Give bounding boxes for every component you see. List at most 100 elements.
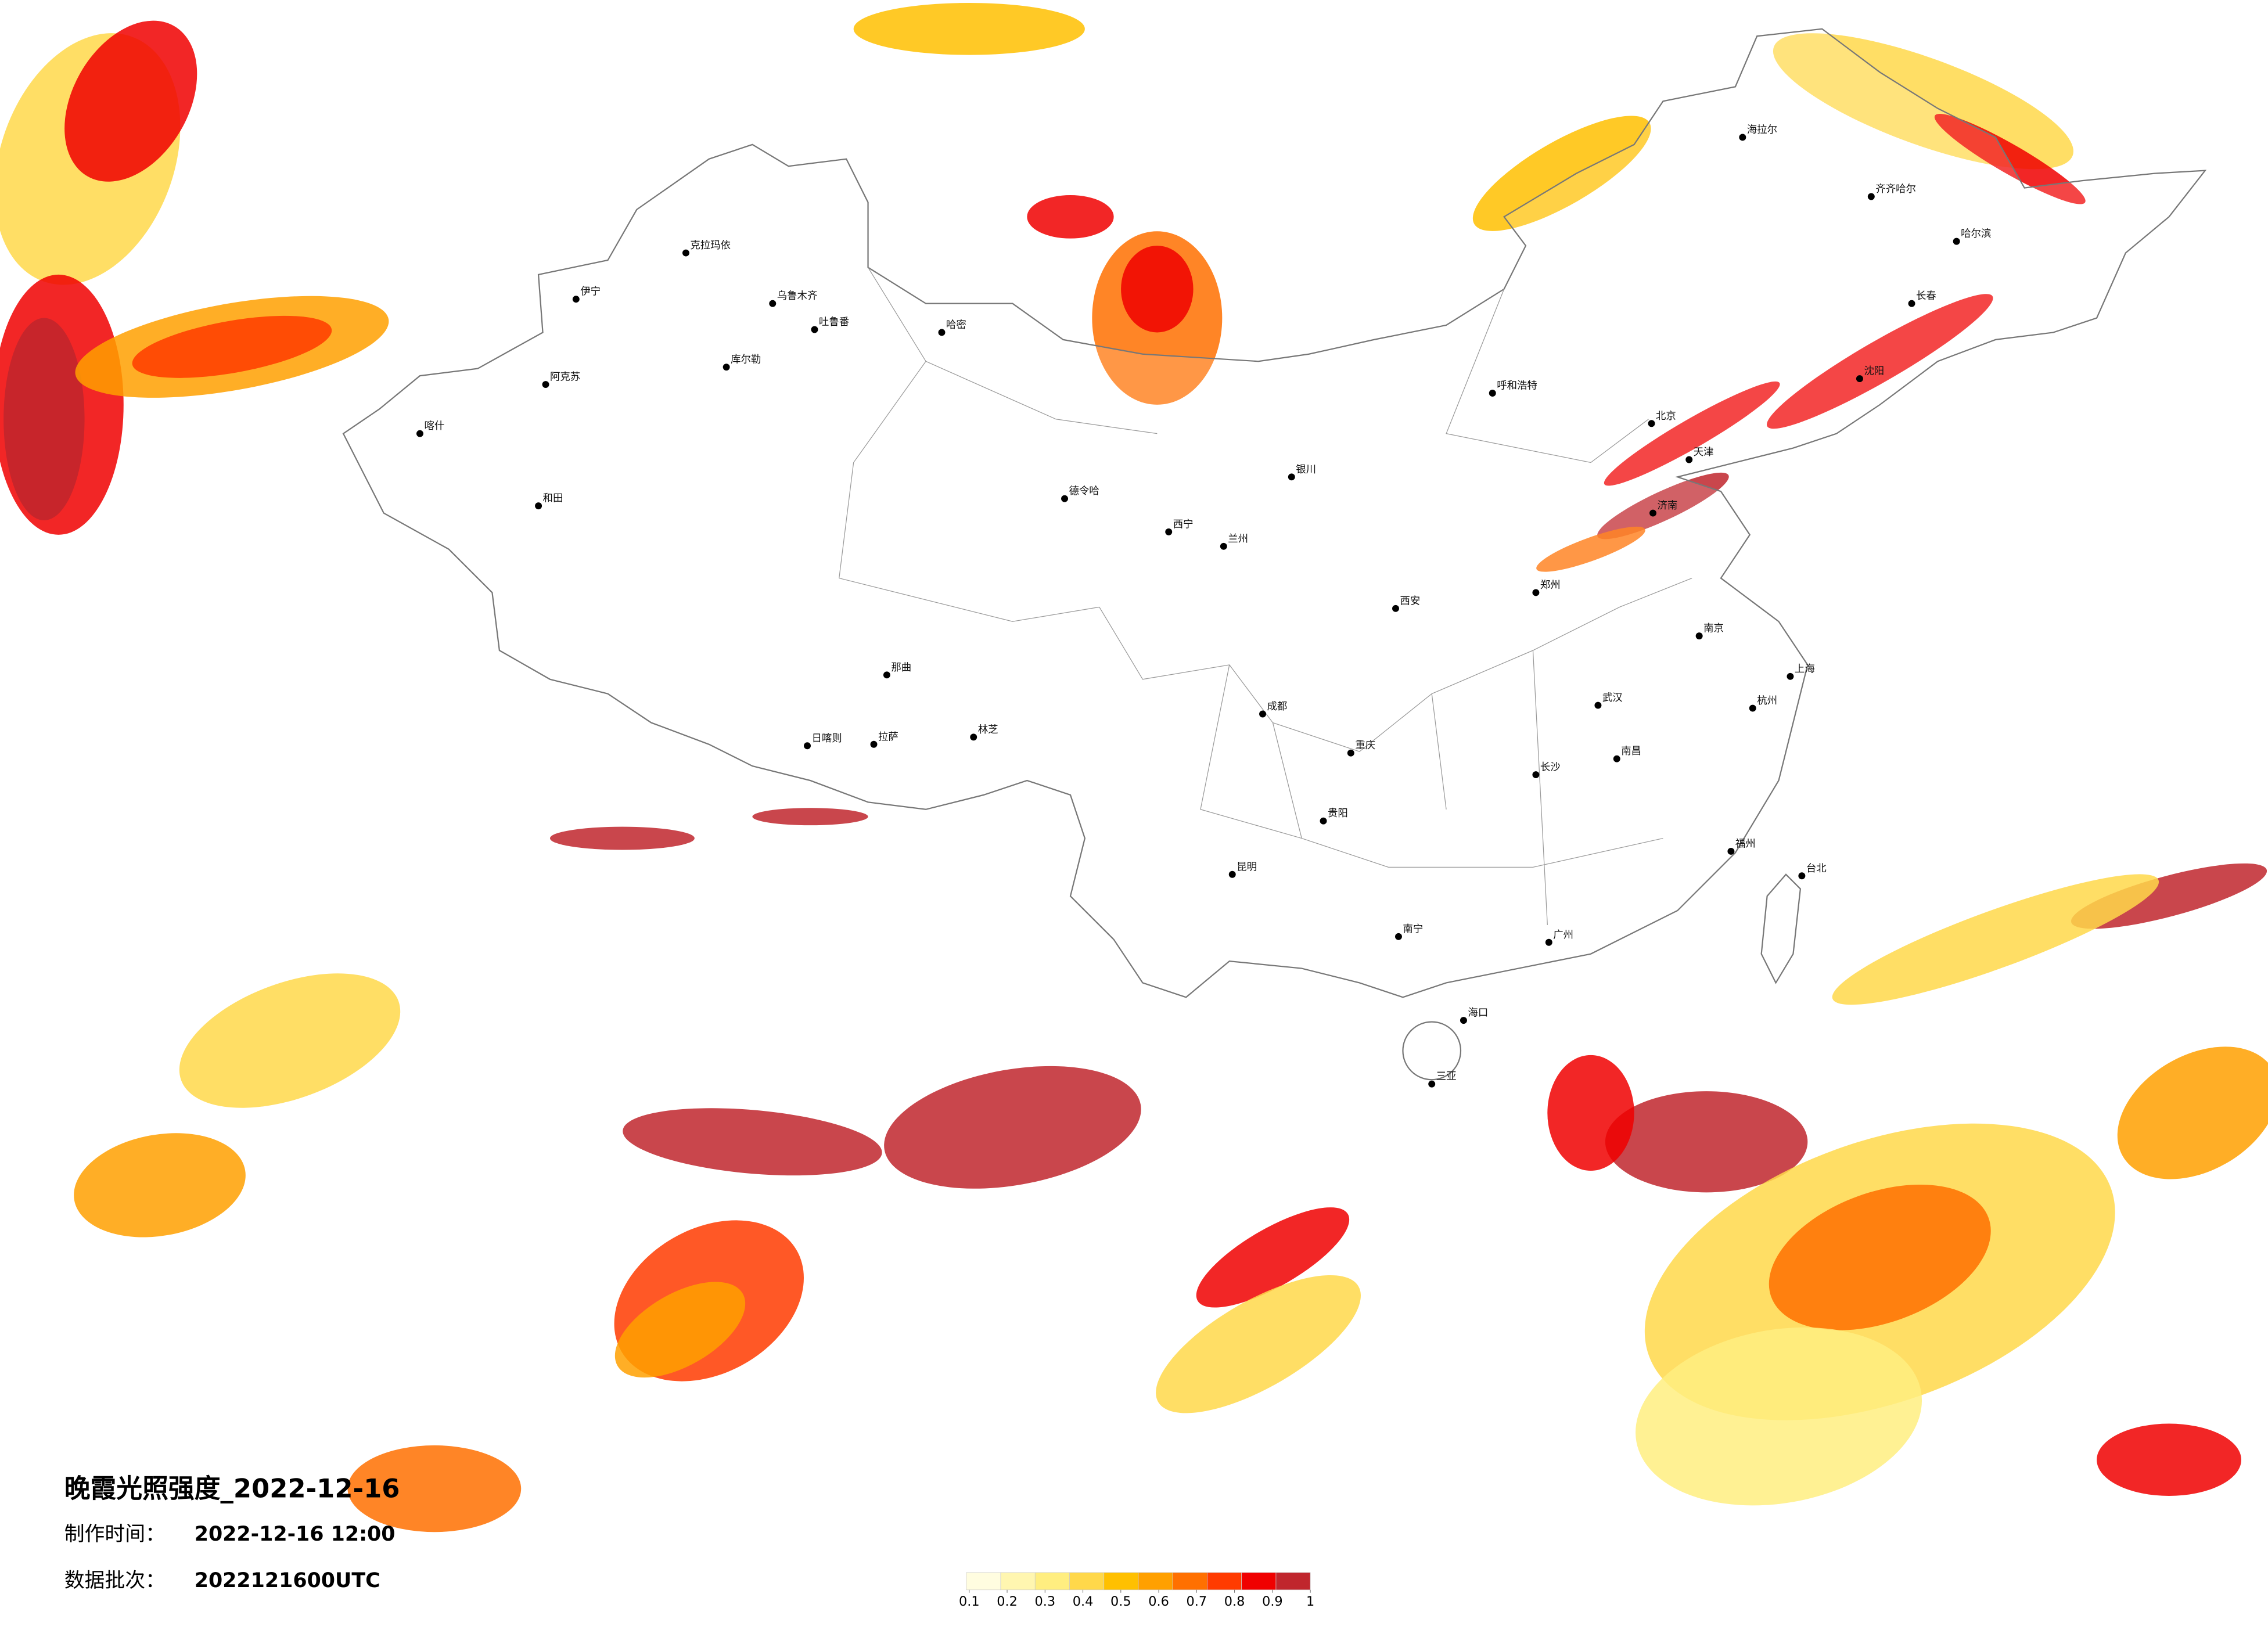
city-dot (1953, 238, 1960, 245)
city-label: 海拉尔 (1747, 124, 1777, 136)
city-dot (1428, 1080, 1436, 1088)
taiwan-outline (1760, 873, 1802, 984)
glow-patch (64, 20, 197, 182)
city-label: 贵阳 (1328, 808, 1348, 819)
city-label: 济南 (1657, 500, 1677, 512)
city-label: 南京 (1703, 623, 1724, 635)
city-label: 库尔勒 (731, 354, 761, 366)
colorbar-bin (1172, 1572, 1207, 1591)
colorbar-tick-label: 0.2 (997, 1594, 1018, 1609)
colorbar-tick-label: 0.5 (1110, 1594, 1131, 1609)
city-label: 拉萨 (878, 731, 898, 743)
city-label: 昆明 (1237, 861, 1257, 873)
glow-patch (179, 973, 401, 1108)
colorbar-tick-label: 0.7 (1187, 1594, 1207, 1609)
city-label: 克拉玛依 (690, 240, 731, 251)
colorbar-bin (1207, 1572, 1242, 1591)
city-dot (1685, 456, 1693, 463)
production-time-label: 制作时间： (64, 1523, 166, 1546)
map-title: 晚霞光照强度_2022-12-16 (64, 1473, 400, 1503)
city-label: 哈尔滨 (1961, 228, 1991, 240)
glow-patch (1832, 874, 2159, 1005)
colorbar-bin (1104, 1572, 1139, 1591)
city-dot (1259, 710, 1266, 718)
colorbar-tick-label: 0.6 (1148, 1594, 1169, 1609)
glow-patch (1472, 116, 1651, 231)
city-label: 海口 (1468, 1008, 1488, 1019)
production-time-value: 2022-12-16 12:00 (195, 1523, 396, 1546)
glow-patch (1934, 114, 2086, 204)
glow-patch (1156, 1275, 1361, 1413)
colorbar-bin (1000, 1572, 1036, 1591)
glow-patch (614, 1282, 746, 1378)
glow-patch (1769, 1184, 1991, 1330)
city-dot (1489, 390, 1496, 397)
city-dot (1727, 847, 1735, 855)
province-borders (839, 267, 1692, 925)
city-dot (542, 381, 549, 388)
city-dot (938, 329, 946, 336)
city-dot (1288, 473, 1295, 481)
city-dot (1394, 933, 1402, 940)
hainan-outline (1402, 1021, 1462, 1081)
colorbar-tick-label: 0.9 (1262, 1594, 1283, 1609)
city-label: 广州 (1553, 929, 1573, 941)
glow-patch (853, 2, 1085, 55)
city-dot (970, 733, 977, 741)
city-label: 三亚 (1436, 1071, 1457, 1082)
city-label: 上海 (1795, 663, 1815, 675)
city-dot (1220, 542, 1227, 550)
glow-patch (1027, 195, 1114, 239)
colorbar-bin (1138, 1572, 1173, 1591)
colorbar-bin (1275, 1572, 1311, 1591)
city-dot (1532, 771, 1540, 779)
colorbar: 0.1 0.2 0.3 0.4 0.5 0.6 0.7 0.8 0.9 1 (959, 1572, 1314, 1609)
colorbar-tick-label: 0.1 (959, 1594, 980, 1609)
glow-patch (1536, 526, 1645, 572)
glow-patch (623, 1108, 882, 1176)
glow-patch (1766, 294, 1993, 429)
city-label: 德令哈 (1069, 485, 1099, 497)
city-label: 那曲 (891, 662, 911, 674)
city-dot (1695, 632, 1703, 640)
city-dot (1867, 193, 1875, 200)
glow-patch (1773, 33, 2073, 170)
glow-patch (1121, 246, 1194, 333)
glow-patch (1605, 1091, 1808, 1193)
city-label: 长春 (1916, 290, 1936, 302)
glow-patch (347, 1445, 522, 1533)
colorbar-bin (1241, 1572, 1277, 1591)
city-label: 南昌 (1621, 746, 1641, 757)
colorbar-bin (1034, 1572, 1070, 1591)
glow-patch (1547, 1055, 1634, 1171)
data-batch-value: 2022121600UTC (195, 1569, 380, 1592)
city-dot (1532, 589, 1540, 596)
city-label: 乌鲁木齐 (777, 290, 818, 302)
city-dot (1320, 817, 1327, 825)
colorbar-tick-label: 0.3 (1034, 1594, 1055, 1609)
city-label: 齐齐哈尔 (1875, 184, 1916, 195)
city-label: 武汉 (1602, 692, 1623, 704)
city-dot (1749, 704, 1756, 712)
city-dot (1545, 938, 1552, 946)
glow-patch (1604, 381, 1780, 486)
city-label: 沈阳 (1864, 366, 1884, 377)
city-dot (811, 326, 818, 333)
city-label: 西安 (1400, 595, 1420, 607)
colorbar-bin (966, 1572, 1001, 1591)
glow-patch (1636, 1327, 1922, 1506)
city-dot (723, 364, 730, 371)
city-label: 银川 (1296, 464, 1316, 476)
city-dot (804, 742, 811, 750)
city-dot (1798, 872, 1806, 880)
city-dot (883, 671, 890, 679)
city-dot (1856, 375, 1863, 383)
glow-patch (74, 1133, 246, 1238)
glow-patch (132, 315, 332, 378)
city-dot (1739, 134, 1746, 141)
glow-patch (752, 808, 868, 826)
city-label: 阿克苏 (550, 372, 580, 383)
city-label: 成都 (1267, 701, 1287, 713)
colorbar-bin (1069, 1572, 1105, 1591)
city-label: 台北 (1806, 863, 1827, 875)
